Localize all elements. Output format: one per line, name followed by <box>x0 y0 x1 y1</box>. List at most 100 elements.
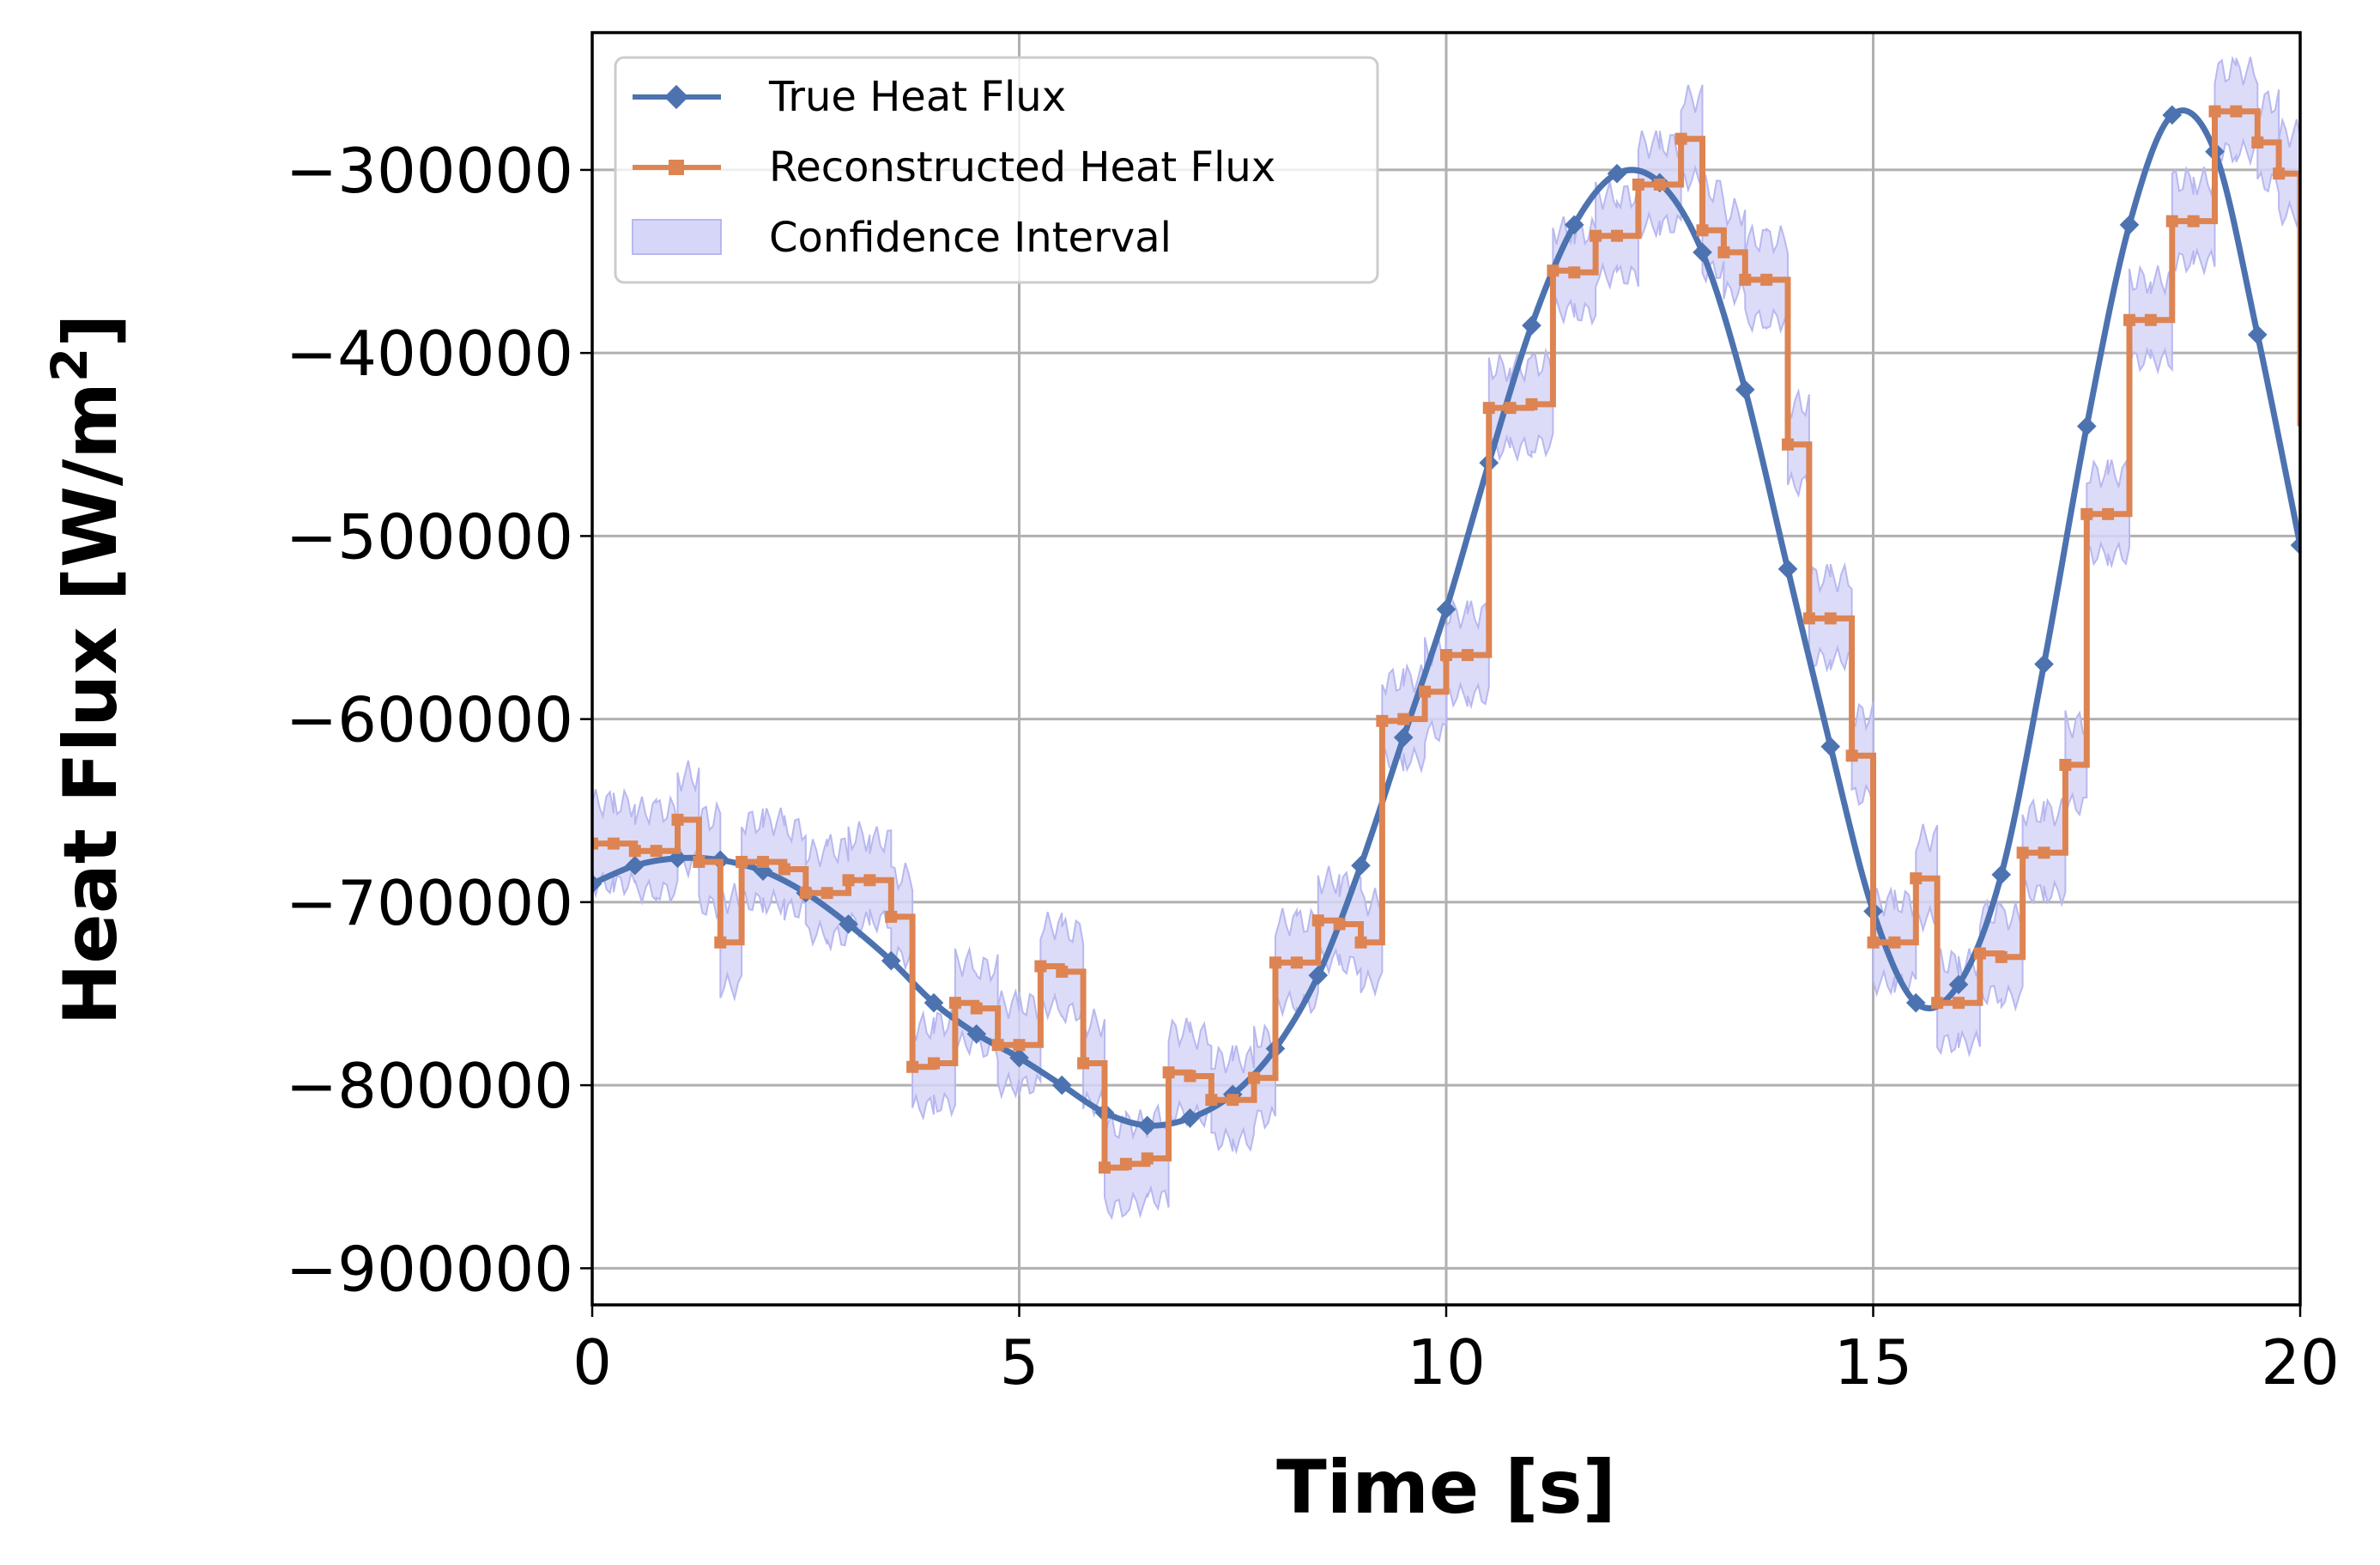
reconstructed-heat-flux-marker <box>1568 266 1581 279</box>
x-tick-label: 10 <box>1407 1326 1486 1398</box>
reconstructed-heat-flux-marker <box>1184 1070 1196 1083</box>
reconstructed-heat-flux-marker <box>1290 956 1303 969</box>
reconstructed-heat-flux-marker <box>2273 167 2286 180</box>
true-heat-flux-marker <box>1564 215 1584 235</box>
reconstructed-heat-flux-marker <box>1269 956 1281 969</box>
reconstructed-heat-flux-marker <box>1953 997 1965 1010</box>
legend-true-marker <box>663 84 689 110</box>
x-tick-label: 5 <box>1000 1326 1039 1398</box>
true-heat-flux-marker <box>592 874 603 894</box>
true-heat-flux-marker <box>1820 737 1841 756</box>
reconstructed-heat-flux-marker <box>1611 229 1623 242</box>
reconstructed-heat-flux-marker <box>1888 936 1901 949</box>
reconstructed-heat-flux-marker <box>1056 965 1069 978</box>
reconstructed-heat-flux-marker <box>1419 685 1432 698</box>
true-heat-flux-marker <box>2247 325 2268 345</box>
y-tick-label: −800000 <box>286 1050 573 1122</box>
y-axis-title-main: Heat Flux [W/m <box>48 382 134 1025</box>
x-tick-label: 0 <box>572 1326 612 1398</box>
reconstructed-heat-flux-marker <box>885 910 898 923</box>
reconstructed-heat-flux-marker <box>1376 714 1389 727</box>
legend-recon-label: Reconstructed Heat Flux <box>769 143 1275 191</box>
reconstructed-heat-flux-marker <box>1397 713 1410 725</box>
true-heat-flux-marker <box>2034 654 2054 674</box>
reconstructed-heat-flux-marker <box>1205 1094 1218 1107</box>
true-heat-flux-marker <box>1009 1047 1029 1068</box>
y-axis-title-close: ] <box>48 313 134 347</box>
legend-confidence-swatch <box>632 219 722 255</box>
reconstructed-heat-flux-marker <box>1717 246 1730 258</box>
reconstructed-heat-flux-marker <box>842 874 855 887</box>
reconstructed-heat-flux-marker <box>1333 918 1346 931</box>
x-axis-title: Time [s] <box>1276 1445 1616 1531</box>
reconstructed-heat-flux-marker <box>1525 397 1538 410</box>
reconstructed-heat-flux-marker <box>1034 960 1047 973</box>
reconstructed-heat-flux-marker <box>1824 612 1837 625</box>
reconstructed-heat-flux-marker <box>2016 846 2029 859</box>
reconstructed-heat-flux-marker <box>757 855 769 868</box>
true-heat-flux-marker <box>1948 974 1969 995</box>
reconstructed-heat-flux-marker <box>1653 178 1666 191</box>
reconstructed-heat-flux-marker <box>2123 313 2135 326</box>
reconstructed-heat-flux-marker <box>1760 273 1773 286</box>
reconstructed-heat-flux-marker <box>1013 1039 1026 1052</box>
reconstructed-heat-flux-marker <box>693 855 706 868</box>
true-heat-flux-marker <box>1991 864 2012 885</box>
reconstructed-heat-flux-marker <box>650 845 663 858</box>
reconstructed-heat-flux-marker <box>2080 507 2093 520</box>
reconstructed-heat-flux-marker <box>2102 507 2115 520</box>
true-heat-flux-marker <box>1308 965 1329 986</box>
true-heat-flux-marker <box>1393 727 1414 748</box>
legend-true-label: True Heat Flux <box>768 73 1066 121</box>
true-heat-flux-marker <box>1180 1108 1200 1128</box>
legend-confidence-label: Confidence Interval <box>769 214 1172 262</box>
true-heat-flux-marker <box>625 855 645 876</box>
reconstructed-heat-flux-marker <box>1910 872 1923 885</box>
x-tick-label: 20 <box>2261 1326 2340 1398</box>
reconstructed-heat-flux-marker <box>2144 313 2157 326</box>
reconstructed-heat-flux-marker <box>1973 947 1986 960</box>
reconstructed-heat-flux-marker <box>778 863 790 876</box>
true-heat-flux-marker <box>1735 379 1755 400</box>
reconstructed-heat-flux-marker <box>1867 936 1880 949</box>
x-axis-ticks: 0 5 10 15 20 <box>572 1305 2340 1398</box>
reconstructed-heat-flux-marker <box>2165 215 2178 227</box>
reconstructed-heat-flux-marker <box>1311 914 1324 927</box>
reconstructed-heat-flux-marker <box>928 1057 940 1070</box>
y-axis-title-superscript: 2 <box>40 348 99 382</box>
reconstructed-heat-flux-marker <box>1482 402 1495 415</box>
y-axis-title: Heat Flux [W/m2] <box>40 313 134 1025</box>
true-heat-flux-marker <box>881 950 901 971</box>
reconstructed-heat-flux-marker <box>821 887 833 900</box>
reconstructed-heat-flux-marker <box>1141 1152 1154 1165</box>
reconstructed-heat-flux-marker <box>863 874 876 887</box>
reconstructed-heat-flux-marker <box>714 936 727 949</box>
reconstructed-heat-flux-marker <box>1119 1157 1132 1170</box>
reconstructed-heat-flux-marker <box>1248 1071 1261 1084</box>
reconstructed-series-layer <box>592 105 2300 1174</box>
reconstructed-heat-flux-marker <box>1782 438 1794 451</box>
true-heat-flux-marker <box>1777 559 1798 579</box>
reconstructed-heat-flux-marker <box>628 845 641 858</box>
y-tick-label: −600000 <box>286 684 573 756</box>
true-heat-flux-marker <box>2076 416 2097 436</box>
reconstructed-heat-flux-marker <box>2059 758 2072 771</box>
reconstructed-heat-flux-marker <box>1162 1066 1175 1079</box>
reconstructed-heat-flux-marker <box>1590 229 1602 242</box>
reconstructed-heat-flux-marker <box>2251 136 2264 149</box>
reconstructed-heat-flux-marker <box>1845 749 1858 762</box>
true-heat-flux-marker <box>1137 1115 1158 1136</box>
reconstructed-heat-flux-marker <box>2038 846 2050 859</box>
true-heat-flux-marker <box>1436 599 1456 620</box>
y-tick-label: −500000 <box>286 500 573 573</box>
legend-recon-marker <box>669 160 684 175</box>
true-heat-flux-marker <box>1693 242 1712 263</box>
reconstructed-heat-flux-marker <box>1077 1057 1090 1070</box>
reconstructed-heat-flux-marker <box>906 1060 919 1073</box>
true-heat-flux-marker <box>2290 535 2300 555</box>
reconstructed-heat-flux-marker <box>1226 1094 1239 1107</box>
reconstructed-heat-flux-marker <box>799 887 812 900</box>
y-tick-label: −300000 <box>286 135 573 207</box>
legend-box <box>614 56 1379 284</box>
true-heat-flux-marker <box>839 914 858 934</box>
